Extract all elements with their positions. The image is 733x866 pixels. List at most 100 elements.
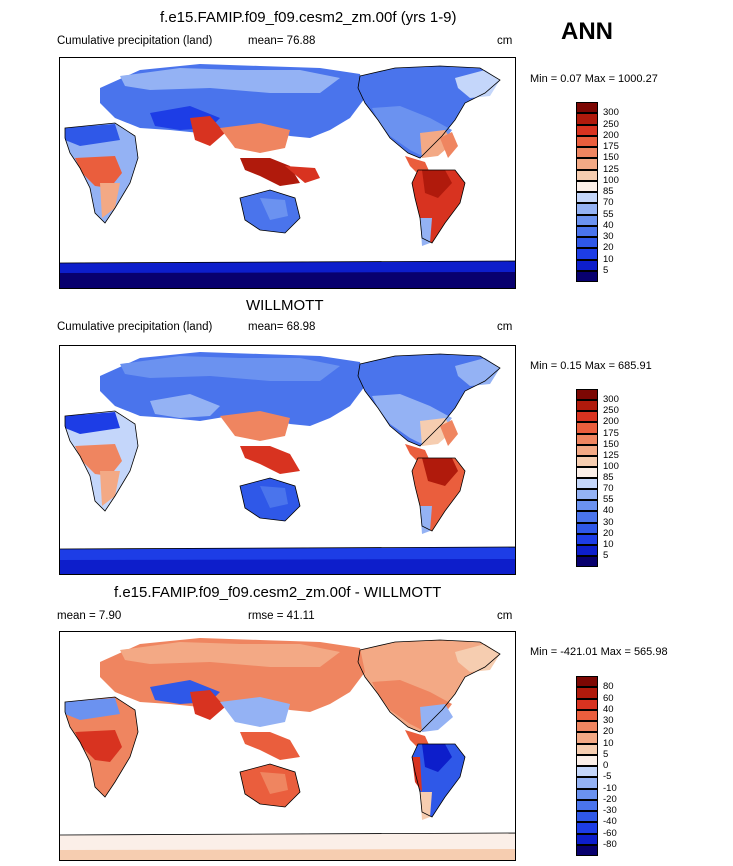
- colorbar-swatch: [576, 522, 598, 534]
- colorbar-swatch: [576, 411, 598, 423]
- colorbar-tick-label: 150: [603, 438, 619, 450]
- panel-3-colorbar: 80 60 40 30 20 10 5 0 -5 -10 -20 -30 -40 -60 -80: [576, 676, 617, 856]
- colorbar-swatch: [576, 135, 598, 147]
- colorbar-tick-label: 85: [603, 472, 614, 483]
- panel-3-mean-label: mean = 7.90: [57, 610, 122, 622]
- panel-2-map: [59, 345, 516, 575]
- colorbar-swatch: [576, 766, 598, 778]
- colorbar-tick-label: 30: [603, 231, 614, 242]
- colorbar-swatch: [576, 466, 598, 478]
- colorbar-tick-label: 30: [603, 715, 614, 726]
- colorbar-swatch: [576, 455, 598, 467]
- colorbar-tick-label: 300: [603, 394, 619, 406]
- panel-1-map: [59, 57, 516, 289]
- colorbar-tick-label: 55: [603, 494, 614, 506]
- colorbar-tick-label: 125: [603, 163, 619, 175]
- colorbar-tick-label: 70: [603, 483, 614, 495]
- colorbar-tick-label: 150: [603, 152, 619, 164]
- colorbar-swatch: [576, 555, 598, 567]
- panel-2-map-field: [60, 352, 515, 574]
- colorbar-tick-label: 175: [603, 141, 619, 152]
- colorbar-swatch: [576, 203, 598, 215]
- colorbar-swatch: [576, 533, 598, 545]
- colorbar-tick-label: 100: [603, 460, 619, 472]
- colorbar-tick-label: 5: [603, 264, 609, 276]
- colorbar-tick-label: 200: [603, 416, 619, 428]
- colorbar-swatch: [576, 777, 598, 789]
- colorbar-swatch: [576, 102, 598, 114]
- colorbar-swatch: [576, 500, 598, 512]
- panel-1-title: f.e15.FAMIP.f09_f09.cesm2_zm.00f (yrs 1-…: [160, 9, 457, 26]
- colorbar-swatch: [576, 225, 598, 237]
- panel-3-rmse-label: rmse = 41.11: [248, 610, 315, 622]
- colorbar-swatch: [576, 147, 598, 159]
- colorbar-swatch: [576, 811, 598, 823]
- colorbar-tick-label: 70: [603, 197, 614, 209]
- colorbar-swatch: [576, 237, 598, 249]
- panel-2-variable-label: Cumulative precipitation (land): [57, 321, 213, 333]
- colorbar-tick-label: 60: [603, 692, 614, 704]
- colorbar-swatch: [576, 743, 598, 755]
- colorbar-swatch: [576, 676, 598, 688]
- colorbar-tick-label: 20: [603, 242, 614, 254]
- colorbar-swatch: [576, 433, 598, 445]
- colorbar-swatch: [576, 698, 598, 710]
- panel-2-title: WILLMOTT: [246, 297, 324, 314]
- colorbar-tick-label: 100: [603, 174, 619, 186]
- colorbar-swatch: [576, 214, 598, 226]
- colorbar-swatch: [576, 180, 598, 192]
- colorbar-tick-label: 5: [603, 748, 609, 760]
- colorbar-swatch: [576, 158, 598, 170]
- colorbar-tick-label: 175: [603, 427, 619, 439]
- colorbar-tick-label: 10: [603, 737, 614, 749]
- colorbar-swatch: [576, 270, 598, 282]
- panel-1-mean-label: mean= 76.88: [248, 35, 316, 47]
- colorbar-swatch: [576, 732, 598, 744]
- colorbar-swatch: [576, 844, 598, 856]
- colorbar-swatch: [576, 511, 598, 523]
- panel-1-minmax: Min = 0.07 Max = 1000.27: [530, 73, 658, 85]
- colorbar-tick-label: 40: [603, 219, 614, 231]
- colorbar-tick-label: 55: [603, 208, 614, 220]
- colorbar-swatch: [576, 489, 598, 501]
- colorbar-swatch: [576, 799, 598, 811]
- panel-3-unit-label: cm: [497, 610, 513, 622]
- panel-3-map: [59, 631, 516, 861]
- panel-2-colorbar: 300 250 200 175 150 125 100 85 70 55 40 30 20 10 5: [576, 389, 619, 567]
- colorbar-tick-label: -20: [603, 793, 617, 805]
- colorbar-tick-label: 250: [603, 118, 619, 130]
- panel-1-variable-label: Cumulative precipitation (land): [57, 35, 213, 47]
- colorbar-swatch: [576, 248, 598, 260]
- colorbar-swatch: [576, 444, 598, 456]
- colorbar-tick-label: 80: [603, 681, 614, 693]
- colorbar-tick-label: 250: [603, 405, 619, 417]
- colorbar-tick-label: 0: [603, 760, 609, 771]
- panel-2-minmax: Min = 0.15 Max = 685.91: [530, 360, 652, 372]
- colorbar-tick-label: 300: [603, 107, 619, 119]
- colorbar-swatch: [576, 422, 598, 434]
- panel-3-minmax: Min = -421.01 Max = 565.98: [530, 646, 668, 658]
- colorbar-swatch: [576, 709, 598, 721]
- colorbar-tick-label: -80: [603, 838, 617, 850]
- colorbar-swatch: [576, 124, 598, 136]
- colorbar-swatch: [576, 389, 598, 401]
- colorbar-swatch: [576, 833, 598, 845]
- panel-3-map-field: [60, 638, 515, 860]
- colorbar-swatch: [576, 788, 598, 800]
- colorbar-tick-label: 40: [603, 505, 614, 517]
- colorbar-tick-label: -10: [603, 782, 617, 794]
- colorbar-swatch: [576, 400, 598, 412]
- season-label: ANN: [561, 18, 613, 45]
- colorbar-swatch: [576, 169, 598, 181]
- colorbar-swatch: [576, 687, 598, 699]
- colorbar-swatch: [576, 192, 598, 204]
- colorbar-tick-label: -30: [603, 805, 617, 816]
- colorbar-swatch: [576, 478, 598, 490]
- panel-1-unit-label: cm: [497, 35, 513, 47]
- colorbar-tick-label: 40: [603, 703, 614, 715]
- colorbar-swatch: [576, 544, 598, 556]
- colorbar-tick-label: -40: [603, 816, 617, 828]
- colorbar-swatch: [576, 259, 598, 271]
- colorbar-tick-label: 20: [603, 527, 614, 539]
- panel-2-unit-label: cm: [497, 321, 513, 333]
